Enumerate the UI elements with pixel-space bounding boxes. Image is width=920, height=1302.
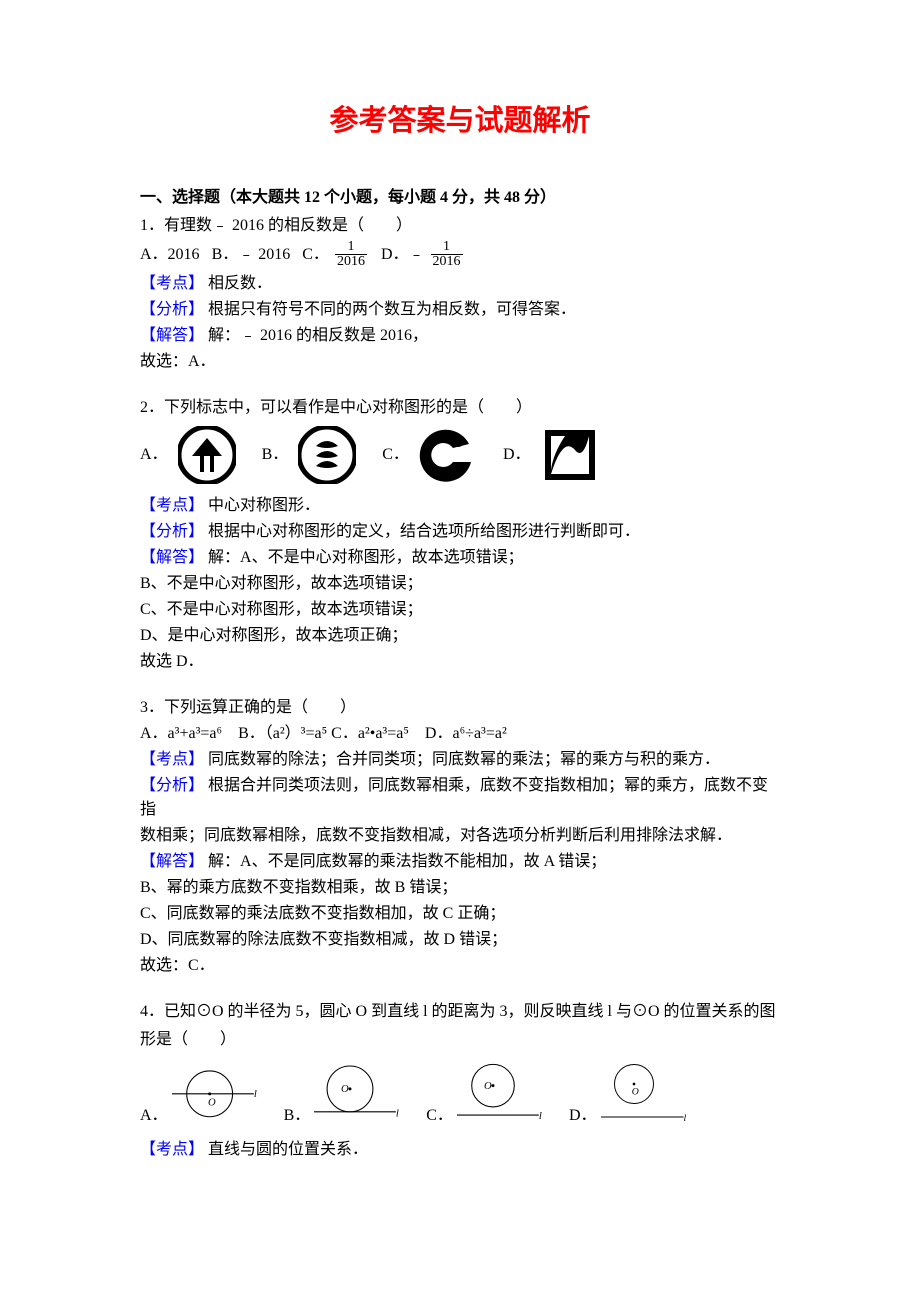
q4-a-label: A． — [140, 1104, 168, 1128]
kd-label: 【考点】 — [140, 751, 204, 768]
kd-text: 相反数． — [208, 275, 272, 292]
logo-b-icon — [298, 426, 356, 484]
fx-text: 根据中心对称图形的定义，结合选项所给图形进行判断即可． — [208, 523, 640, 540]
kd-label: 【考点】 — [140, 275, 204, 292]
jd-text: 解：A、不是同底数幂的乘法指数不能相加，故 A 错误； — [208, 853, 606, 870]
q3-l5: 故选：C． — [140, 954, 780, 978]
logo-a-icon — [178, 426, 236, 484]
q2-jd: 【解答】 解：A、不是中心对称图形，故本选项错误； — [140, 546, 780, 570]
q1-opt-d: D．﹣ 1 2016 — [381, 240, 465, 270]
frac-den: 2016 — [335, 255, 367, 270]
q2-fx: 【分析】 根据中心对称图形的定义，结合选项所给图形进行判断即可． — [140, 520, 780, 544]
q2-a-label: A． — [140, 446, 168, 463]
jd-label: 【解答】 — [140, 549, 204, 566]
q3-fx2: 数相乘；同底数幂相除，底数不变指数相减，对各选项分析判断后利用排除法求解． — [140, 824, 780, 848]
q3-jd: 【解答】 解：A、不是同底数幂的乘法指数不能相加，故 A 错误； — [140, 850, 780, 874]
q4-options: A． O l B． O l — [140, 1058, 780, 1128]
o-label: O — [208, 1097, 216, 1108]
logo-d-icon — [541, 426, 599, 484]
q2-stem: 2．下列标志中，可以看作是中心对称图形的是（ ） — [140, 396, 780, 420]
q1-opt-a: A．2016 — [140, 243, 200, 267]
q2-l3: C、不是中心对称图形，故本选项错误； — [140, 598, 780, 622]
q1-jd: 【解答】 解：﹣ 2016 的相反数是 2016， — [140, 324, 780, 348]
fx-label: 【分析】 — [140, 523, 204, 540]
q4-stem1: 4．已知⊙O 的半径为 5，圆心 O 到直线 l 的距离为 3，则反映直线 l … — [140, 1000, 780, 1024]
q4-kd: 【考点】 直线与圆的位置关系． — [140, 1138, 780, 1162]
section-heading: 一、选择题（本大题共 12 个小题，每小题 4 分，共 48 分） — [140, 186, 780, 210]
kd-text: 中心对称图形． — [208, 497, 320, 514]
q2-l4: D、是中心对称图形，故本选项正确； — [140, 624, 780, 648]
q2-d-label: D． — [503, 446, 531, 463]
q3-kd: 【考点】 同底数幂的除法；合并同类项；同底数幂的乘法；幂的乘方与积的乘方． — [140, 748, 780, 772]
q3-l2: B、幂的乘方底数不变指数相乘，故 B 错误； — [140, 876, 780, 900]
q2-options: A． B． — [140, 426, 780, 484]
kd-text: 直线与圆的位置关系． — [208, 1141, 368, 1158]
q3-stem: 3．下列运算正确的是（ ） — [140, 696, 780, 720]
svg-text:l: l — [396, 1109, 399, 1120]
q1-options: A．2016 B．﹣ 2016 C． 1 2016 D．﹣ 1 2016 — [140, 240, 780, 270]
q1-c-fraction: 1 2016 — [335, 240, 367, 270]
q3-opts: A．a³+a³=a⁶ B．（a²）³=a⁵ C．a²•a³=a⁵ D．a⁶÷a³… — [140, 722, 780, 746]
q4-b-label: B． — [284, 1104, 311, 1128]
page-title: 参考答案与试题解析 — [140, 100, 780, 144]
svg-text:l: l — [539, 1111, 542, 1122]
l-label: l — [253, 1089, 256, 1100]
q1-stem: 1．有理数﹣ 2016 的相反数是（ ） — [140, 214, 780, 238]
q2-kd: 【考点】 中心对称图形． — [140, 494, 780, 518]
question-3: 3．下列运算正确的是（ ） A．a³+a³=a⁶ B．（a²）³=a⁵ C．a²… — [140, 696, 780, 978]
q1-ans: 故选：A． — [140, 350, 780, 374]
kd-label: 【考点】 — [140, 497, 204, 514]
q1-c-prefix: C． — [302, 245, 329, 262]
question-4: 4．已知⊙O 的半径为 5，圆心 O 到直线 l 的距离为 3，则反映直线 l … — [140, 1000, 780, 1162]
q3-fx1: 【分析】 根据合并同类项法则，同底数幂相乘，底数不变指数相加；幂的乘方，底数不变… — [140, 774, 780, 822]
q1-opt-b: B．﹣ 2016 — [212, 243, 291, 267]
frac-num: 1 — [335, 240, 367, 256]
svg-text:O: O — [341, 1084, 349, 1095]
q1-d-fraction: 1 2016 — [431, 240, 463, 270]
q2-l5: 故选 D． — [140, 650, 780, 674]
jd-text: 解：A、不是中心对称图形，故本选项错误； — [208, 549, 524, 566]
q3-l3: C、同底数幂的乘法底数不变指数相加，故 C 正确； — [140, 902, 780, 926]
q4-diagram-b: O l — [314, 1058, 404, 1128]
logo-c-icon — [419, 426, 477, 484]
svg-text:O: O — [631, 1086, 638, 1097]
q4-d-label: D． — [569, 1104, 597, 1128]
q1-fx: 【分析】 根据只有符号不同的两个数互为相反数，可得答案． — [140, 298, 780, 322]
q4-diagram-d: O l — [601, 1058, 691, 1128]
kd-label: 【考点】 — [140, 1141, 204, 1158]
q4-diagram-a: O l — [172, 1058, 262, 1128]
jd-label: 【解答】 — [140, 327, 204, 344]
q1-d-prefix: D．﹣ — [381, 245, 425, 262]
fx-label: 【分析】 — [140, 301, 204, 318]
jd-label: 【解答】 — [140, 853, 204, 870]
fx-label: 【分析】 — [140, 777, 204, 794]
q3-l4: D、同底数幂的除法底数不变指数相减，故 D 错误； — [140, 928, 780, 952]
q2-c-label: C． — [382, 446, 409, 463]
svg-text:O: O — [484, 1081, 492, 1092]
q2-b-label: B． — [262, 446, 289, 463]
q1-opt-c: C． 1 2016 — [302, 240, 369, 270]
fx-text: 根据合并同类项法则，同底数幂相乘，底数不变指数相加；幂的乘方，底数不变指 — [140, 777, 768, 818]
jd-text: 解：﹣ 2016 的相反数是 2016， — [208, 327, 428, 344]
question-2: 2．下列标志中，可以看作是中心对称图形的是（ ） A． B． — [140, 396, 780, 674]
q2-l2: B、不是中心对称图形，故本选项错误； — [140, 572, 780, 596]
svg-text:l: l — [683, 1113, 686, 1124]
question-1: 1．有理数﹣ 2016 的相反数是（ ） A．2016 B．﹣ 2016 C． … — [140, 214, 780, 374]
q4-diagram-c: O l — [457, 1058, 547, 1128]
fx-text: 根据只有符号不同的两个数互为相反数，可得答案． — [208, 301, 576, 318]
q4-c-label: C． — [426, 1104, 453, 1128]
q4-stem2: 形是（ ） — [140, 1028, 780, 1052]
kd-text: 同底数幂的除法；合并同类项；同底数幂的乘法；幂的乘方与积的乘方． — [208, 751, 720, 768]
frac-num: 1 — [431, 240, 463, 256]
q1-kd: 【考点】 相反数． — [140, 272, 780, 296]
frac-den: 2016 — [431, 255, 463, 270]
